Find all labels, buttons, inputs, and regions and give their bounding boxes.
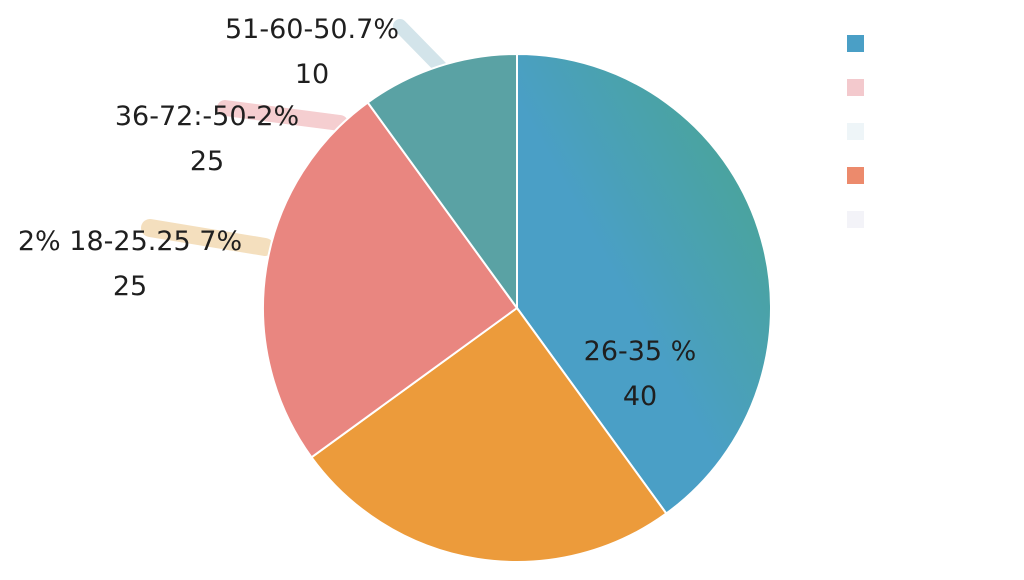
legend xyxy=(847,35,864,228)
pie-slice-2 xyxy=(310,306,668,563)
leader-line-2 xyxy=(141,219,274,256)
slice-label-2: 2% 18-25.25 7% xyxy=(18,226,242,257)
legend-swatch-2 xyxy=(847,79,864,96)
legend-swatch-1 xyxy=(847,35,864,52)
slice-value-label-3: 25 xyxy=(190,146,224,177)
pie-slice-3 xyxy=(262,101,519,459)
legend-swatch-4 xyxy=(847,167,864,184)
slice-value-label-4: 10 xyxy=(295,59,329,90)
legend-swatch-5 xyxy=(847,211,864,228)
slice-label-4: 51-60-50.7% xyxy=(225,14,399,45)
pie-slices xyxy=(262,52,772,563)
slice-label-1: 26-35 % xyxy=(584,336,697,367)
pie-slice-1 xyxy=(516,52,772,515)
slice-label-3: 36-72:-50-2% xyxy=(115,101,299,132)
slice-value-label-1: 40 xyxy=(623,381,657,412)
leader-line-3 xyxy=(217,100,348,131)
slice-labels: 26-35 % 40 2% 18-25.25 7% 25 36-72:-50-2% 25 5… xyxy=(18,14,696,412)
pie-slice-4 xyxy=(366,52,518,312)
leader-lines xyxy=(141,19,452,256)
slice-value-label-2: 25 xyxy=(113,271,147,302)
legend-swatch-3 xyxy=(847,123,864,140)
leader-line-4 xyxy=(393,19,452,79)
